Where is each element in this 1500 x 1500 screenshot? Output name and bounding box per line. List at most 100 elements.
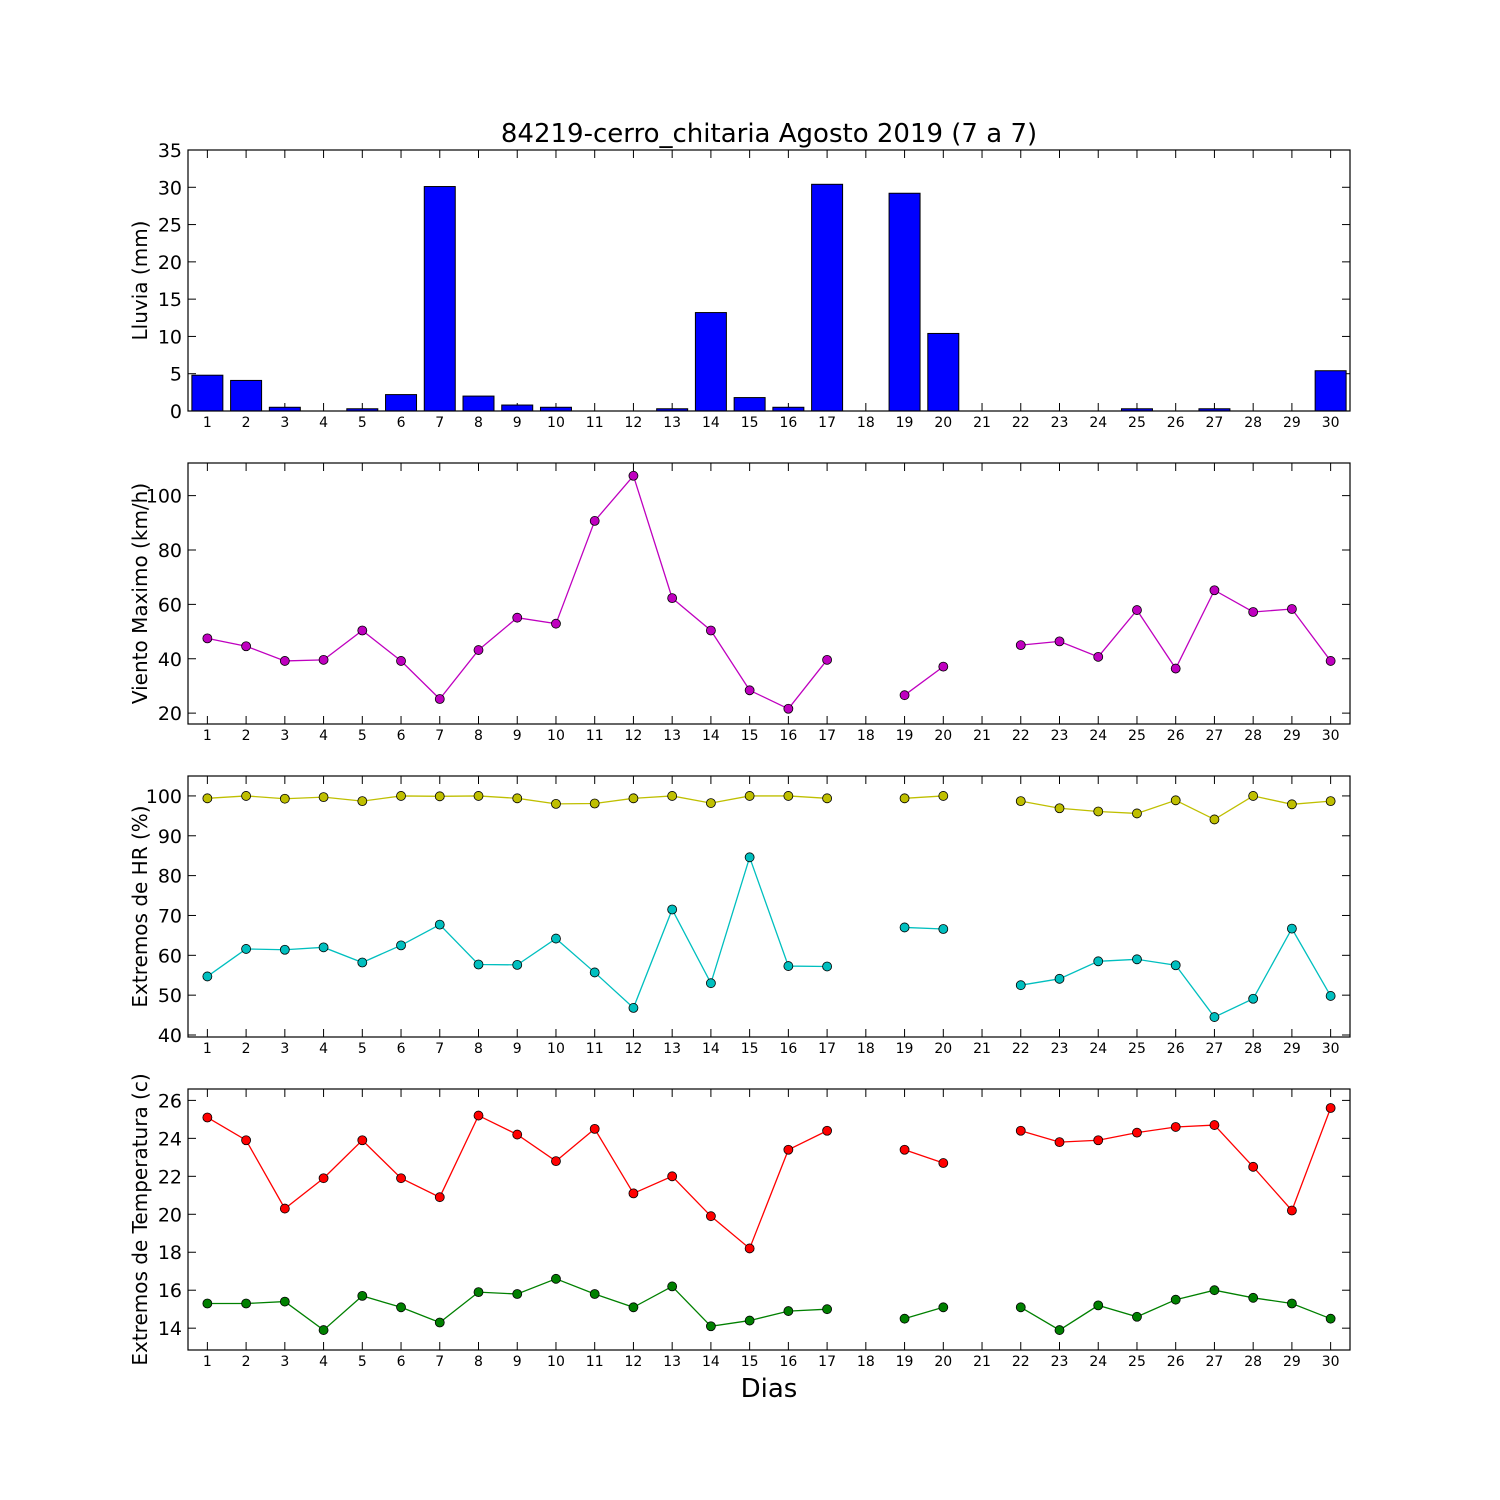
x-tick-label: 19 — [896, 415, 914, 431]
data-point — [1325, 1313, 1336, 1324]
axes-frame — [187, 1088, 1351, 1351]
data-point — [1209, 1120, 1220, 1130]
y-tick-label: 10 — [158, 326, 182, 348]
x-tick-label: 18 — [857, 728, 875, 744]
y-tick-label: 90 — [158, 826, 182, 848]
x-tick-label: 12 — [625, 1354, 643, 1370]
x-tick-label: 17 — [818, 1041, 836, 1057]
data-point — [1209, 1285, 1220, 1296]
data-point — [473, 1110, 484, 1121]
data-point — [589, 516, 600, 526]
data-point — [1132, 808, 1142, 819]
data-point — [899, 1313, 910, 1324]
data-point — [1325, 656, 1336, 666]
data-point — [899, 690, 910, 701]
data-point — [899, 922, 910, 933]
y-tick-label: 16 — [158, 1280, 182, 1302]
x-tick-label: 26 — [1167, 1354, 1185, 1370]
data-point — [1170, 1294, 1181, 1305]
x-tick-label: 28 — [1244, 415, 1262, 431]
x-tick-label: 30 — [1322, 415, 1340, 431]
x-tick-label: 28 — [1244, 1354, 1262, 1370]
data-point — [1093, 1300, 1104, 1311]
y-tick-label: 5 — [170, 364, 182, 386]
y-axis-label: Extremos de Temperatura (c) — [128, 1073, 152, 1365]
series-line — [904, 1149, 944, 1164]
data-point — [512, 1129, 523, 1140]
data-point — [202, 633, 213, 644]
data-point — [628, 470, 639, 481]
y-tick-label: 60 — [158, 594, 182, 616]
data-point — [667, 1171, 678, 1182]
y-tick-label: 80 — [158, 866, 182, 888]
x-tick-label: 10 — [547, 415, 565, 431]
data-point — [202, 793, 213, 804]
x-tick-label: 11 — [586, 728, 604, 744]
y-tick-label: 100 — [146, 486, 182, 508]
x-tick-label: 22 — [1012, 1041, 1030, 1057]
x-tick-label: 24 — [1089, 728, 1107, 744]
data-point — [589, 1123, 600, 1134]
data-point — [1015, 640, 1026, 651]
x-tick-label: 13 — [663, 1041, 681, 1057]
data-point — [512, 1289, 523, 1299]
x-tick-label: 29 — [1283, 728, 1301, 744]
x-tick-label: 18 — [857, 415, 875, 431]
data-point — [1054, 803, 1065, 814]
series-line — [904, 795, 944, 799]
x-tick-label: 14 — [702, 1354, 720, 1370]
data-point — [241, 641, 252, 652]
series-line — [207, 1278, 828, 1331]
x-tick-label: 14 — [702, 1041, 720, 1057]
data-point — [1287, 604, 1297, 614]
x-tick-label: 27 — [1206, 1041, 1224, 1057]
x-tick-label: 23 — [1051, 1041, 1069, 1057]
data-point — [202, 971, 213, 982]
data-point — [396, 940, 406, 951]
x-tick-label: 7 — [435, 728, 444, 744]
y-tick-label: 30 — [158, 177, 182, 199]
data-point — [1093, 651, 1104, 662]
x-tick-label: 29 — [1283, 1354, 1301, 1370]
data-point — [357, 1291, 368, 1301]
x-tick-label: 28 — [1244, 728, 1262, 744]
x-tick-label: 7 — [435, 1354, 444, 1370]
x-tick-label: 25 — [1128, 415, 1146, 431]
data-point — [241, 1298, 252, 1309]
y-axis-label: Extremos de HR (%) — [128, 805, 152, 1007]
data-point — [706, 1211, 716, 1222]
data-point — [512, 793, 523, 804]
x-tick-label: 16 — [779, 1354, 797, 1370]
data-point — [628, 1188, 639, 1199]
data-point — [1170, 1122, 1181, 1132]
bar — [423, 186, 456, 412]
data-point — [938, 791, 949, 801]
x-tick-label: 12 — [625, 415, 643, 431]
x-tick-label: 13 — [663, 728, 681, 744]
data-point — [1132, 1311, 1142, 1322]
data-point — [279, 793, 290, 804]
data-point — [1325, 796, 1336, 807]
x-tick-label: 19 — [896, 728, 914, 744]
y-tick-label: 22 — [158, 1166, 182, 1188]
x-tick-label: 14 — [702, 728, 720, 744]
data-point — [822, 961, 832, 972]
data-point — [589, 967, 600, 978]
data-point — [357, 796, 368, 807]
data-point — [357, 1135, 368, 1146]
data-point — [744, 685, 755, 696]
data-point — [1325, 991, 1336, 1001]
x-tick-label: 24 — [1089, 1354, 1107, 1370]
data-point — [822, 654, 832, 665]
x-tick-label: 18 — [857, 1354, 875, 1370]
data-point — [706, 1321, 716, 1332]
y-tick-label: 40 — [158, 649, 182, 671]
data-point — [1248, 1161, 1259, 1172]
y-tick-label: 14 — [158, 1318, 182, 1340]
x-tick-label: 23 — [1051, 415, 1069, 431]
data-point — [899, 1144, 910, 1155]
data-point — [1132, 1127, 1142, 1138]
